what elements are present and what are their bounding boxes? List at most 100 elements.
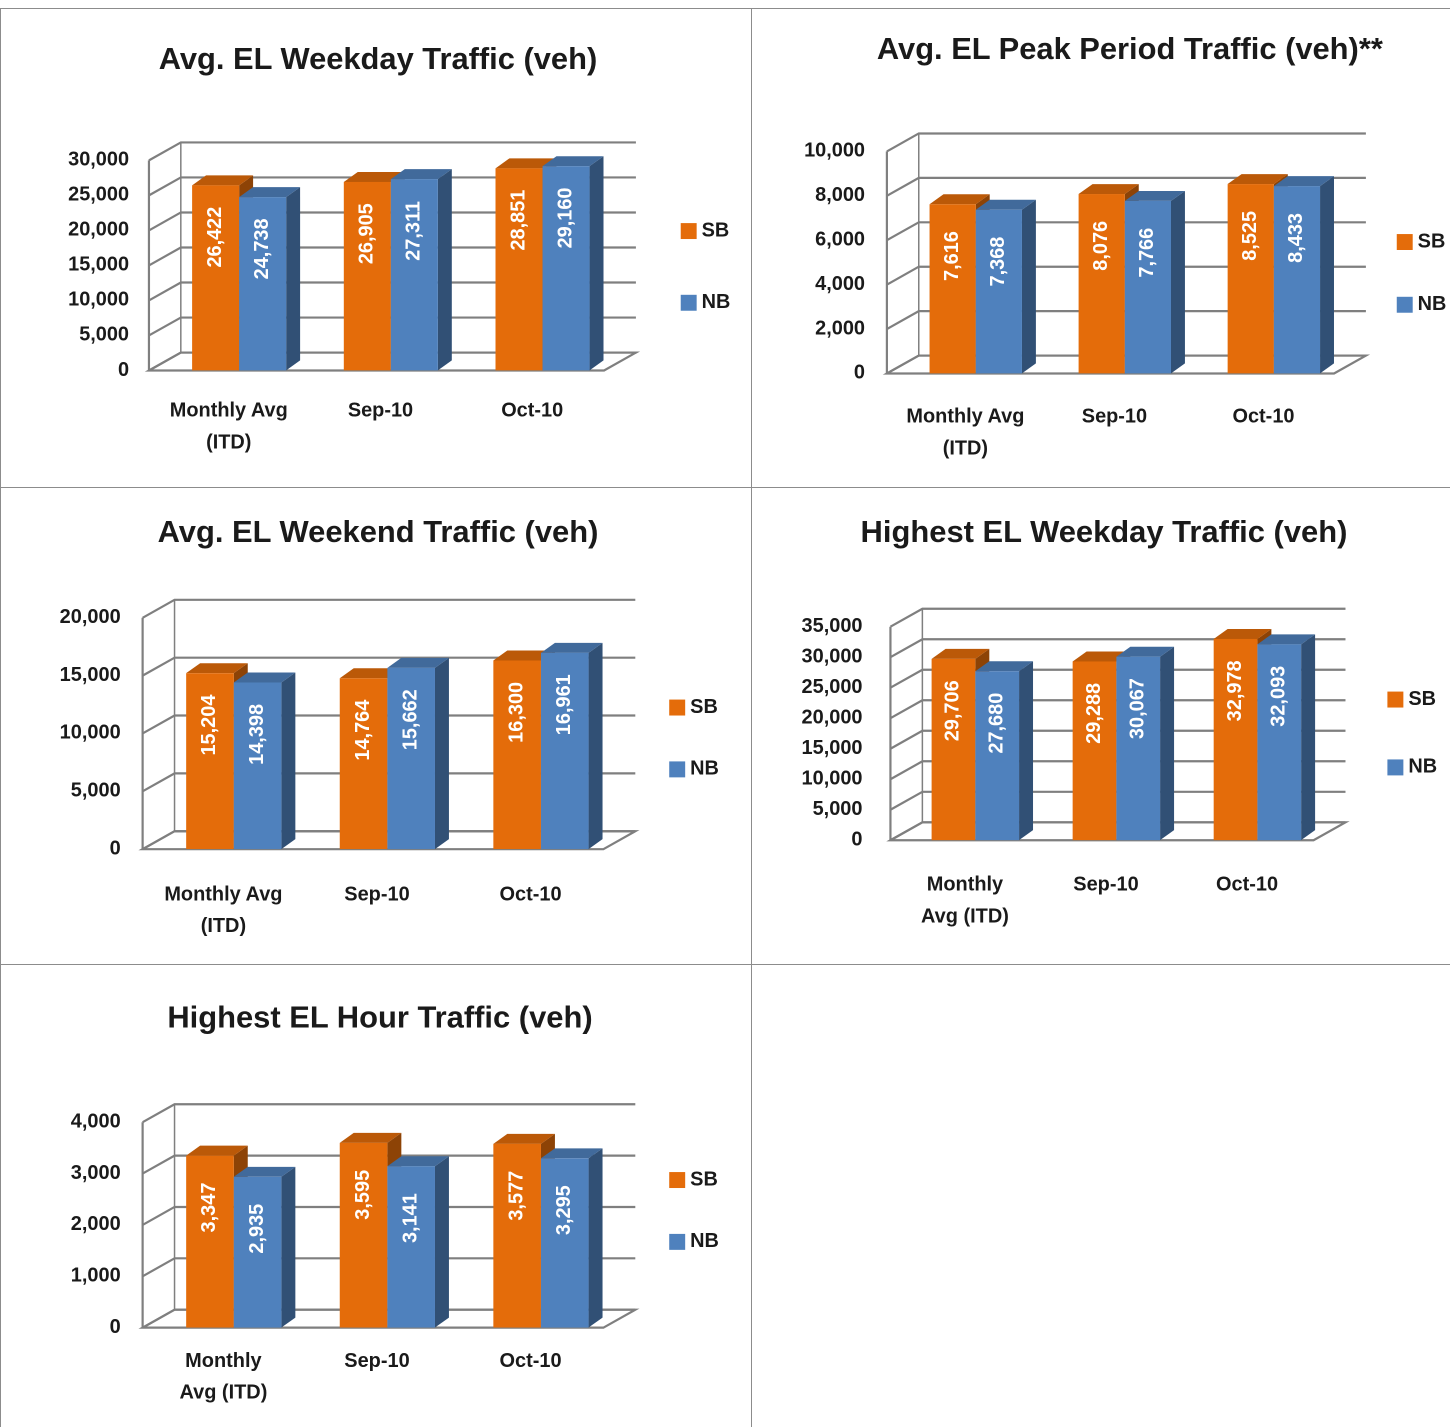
bar-nb — [1124, 190, 1185, 374]
bar-front — [540, 652, 589, 850]
data-label: 7,616 — [941, 231, 963, 281]
chart-floor — [882, 354, 1371, 375]
x-category-label: Oct-10 — [1233, 406, 1295, 428]
chart-title: Highest EL Weekday Traffic (veh) — [861, 514, 1348, 549]
data-label: 15,662 — [399, 689, 421, 750]
legend-swatch-nb — [1396, 296, 1413, 313]
bar-nb — [387, 657, 449, 850]
y-tick-label: 10,000 — [68, 289, 129, 311]
bar-top — [186, 1145, 248, 1156]
bar-top — [1072, 651, 1131, 662]
x-category-label: Monthly — [185, 1350, 261, 1372]
y-tick-label: 3,000 — [71, 1162, 121, 1184]
bar-top — [239, 187, 301, 198]
data-label: 26,422 — [204, 207, 226, 268]
y-tick-label: 1,000 — [71, 1265, 121, 1287]
bar-top — [387, 1156, 449, 1167]
legend-swatch-nb — [1387, 759, 1404, 776]
bar-front — [931, 658, 976, 841]
bar-top — [975, 661, 1034, 672]
bar-nb — [387, 1156, 449, 1328]
y-tick-label: 4,000 — [815, 273, 865, 295]
x-category-label: Avg (ITD) — [921, 905, 1009, 927]
x-category-label: Oct-10 — [500, 1350, 562, 1372]
x-category-label: Sep-10 — [344, 1350, 409, 1372]
bar-side — [286, 187, 301, 371]
bar-front — [1072, 661, 1117, 841]
legend-swatch-sb — [680, 223, 697, 240]
data-label: 8,433 — [1285, 213, 1307, 263]
bar-front — [495, 168, 543, 371]
y-tick-label: 0 — [851, 829, 862, 851]
bar-front — [339, 678, 388, 850]
chart-svg: Highest EL Weekday Traffic (veh) 0 5,000 10… — [802, 514, 1438, 927]
bar-top — [192, 175, 254, 186]
bar-front — [1273, 186, 1321, 374]
gridline — [889, 607, 1346, 628]
data-label: 2,935 — [246, 1204, 268, 1254]
bar-top — [495, 158, 557, 169]
chart-floor — [144, 351, 641, 372]
legend-label: NB — [1418, 293, 1447, 315]
bar-nb — [233, 672, 296, 850]
chart-panel: Avg. EL Weekend Traffic (veh) 0 5,000 10,00… — [0, 488, 752, 965]
bar-top — [387, 657, 449, 668]
bar-top — [931, 648, 990, 659]
x-category-label: Monthly — [927, 873, 1003, 895]
data-label: 3,595 — [352, 1170, 374, 1220]
y-tick-label: 15,000 — [802, 737, 863, 759]
x-category-label: Sep-10 — [1073, 873, 1138, 895]
x-category-label: Monthly Avg — [906, 406, 1024, 428]
x-category-label: (ITD) — [201, 915, 246, 937]
y-tick-label: 35,000 — [802, 615, 863, 637]
chart-title: Highest EL Hour Traffic (veh) — [167, 1000, 592, 1035]
y-tick-label: 4,000 — [71, 1110, 121, 1132]
bar-front — [975, 209, 1022, 374]
bar-side — [1171, 190, 1185, 374]
bar-top — [343, 171, 405, 182]
y-tick-label: 0 — [110, 1316, 121, 1338]
legend-swatch-sb — [1387, 691, 1404, 708]
bar-top — [929, 194, 990, 205]
x-category-label: Avg (ITD) — [179, 1382, 267, 1404]
legend-label: SB — [1418, 230, 1446, 252]
bar-front — [975, 671, 1020, 841]
data-label: 14,398 — [246, 704, 268, 765]
bar-top — [975, 199, 1036, 210]
y-tick-label: 0 — [110, 837, 121, 859]
bar-front — [186, 673, 234, 850]
bar-top — [390, 169, 452, 180]
bar-front — [929, 204, 976, 374]
chart-title: Avg. EL Peak Period Traffic (veh)** — [877, 31, 1383, 66]
bar-nb — [233, 1166, 296, 1328]
bar-side — [589, 156, 604, 371]
x-category-label: Monthly Avg — [164, 883, 282, 905]
data-label: 27,680 — [985, 693, 1007, 754]
gridline — [142, 1103, 636, 1124]
chart-svg: Highest EL Hour Traffic (veh) 0 1,000 2,000… — [71, 1000, 719, 1404]
legend-label: SB — [690, 696, 718, 718]
bar-nb — [1257, 634, 1316, 841]
y-tick-label: 20,000 — [802, 706, 863, 728]
y-tick-label: 5,000 — [813, 798, 863, 820]
bar-nb — [975, 199, 1036, 374]
chart-title: Avg. EL Weekend Traffic (veh) — [158, 514, 599, 549]
chart-panel: Avg. EL Peak Period Traffic (veh)** 0 2,00… — [752, 8, 1450, 488]
bar-front — [1213, 638, 1258, 841]
data-label: 3,577 — [505, 1171, 527, 1221]
x-category-label: Sep-10 — [1082, 406, 1147, 428]
bar-front — [1124, 200, 1172, 374]
data-label: 24,738 — [251, 218, 273, 279]
y-tick-label: 0 — [118, 359, 129, 381]
data-label: 28,851 — [507, 190, 529, 251]
bar-front — [390, 179, 438, 371]
bar-top — [540, 642, 603, 653]
bar-top — [186, 663, 248, 674]
data-label: 14,764 — [352, 700, 374, 761]
bar-nb — [390, 169, 452, 371]
bar-top — [339, 668, 402, 679]
y-tick-label: 30,000 — [802, 645, 863, 667]
bar-top — [542, 156, 604, 167]
data-label: 8,525 — [1239, 211, 1261, 261]
